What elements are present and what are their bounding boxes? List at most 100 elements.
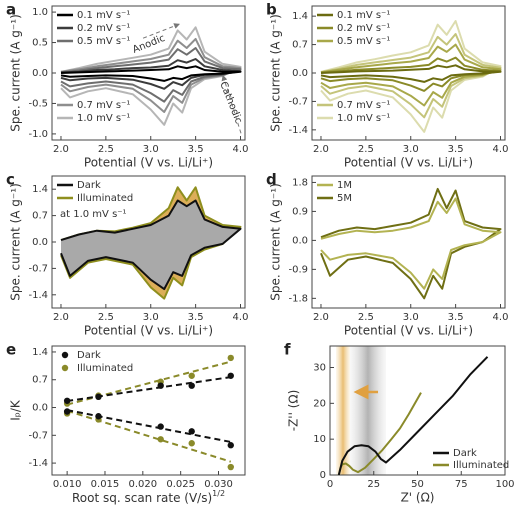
illuminated-band [336,346,350,475]
y-tick-label: 1.4 [32,347,48,358]
series-line [320,33,502,119]
x-tick-label: 3.5 [188,144,204,155]
x-tick-label: 2.0 [313,144,329,155]
x-tick-label: 0.025 [166,479,195,490]
y-tick-label: -0.5 [28,98,48,109]
y-tick-label: -1.4 [28,290,48,301]
x-axis-label: Potential (V vs. Li/Li⁺) [344,156,473,170]
y-tick-label: 1.8 [292,177,308,188]
x-tick-label: 3.5 [448,144,464,155]
panel-letter: d [266,171,277,189]
y-axis-label: Spe. current (A g⁻¹) [269,14,283,132]
x-tick-label: 3.0 [143,144,159,155]
x-tick-label: 0 [327,479,333,490]
series-line [337,392,422,476]
data-point [188,382,195,389]
legend-label: 0.7 mV s⁻¹ [77,100,130,111]
y-tick-label: 0.0 [32,403,48,414]
panel-letter: e [6,341,16,359]
x-tick-label: 4.0 [493,312,509,323]
fit-line [66,376,231,403]
y-tick-label: -1.0 [28,129,48,140]
y-axis-label: Spe. current (A g⁻¹) [269,183,283,301]
legend-label: 1.0 mV s⁻¹ [77,113,130,124]
data-point [188,372,195,379]
x-tick-label: 3.0 [403,312,419,323]
y-tick-label: 0 [320,470,326,481]
legend-label: 0.5 mV s⁻¹ [337,36,390,47]
x-tick-label: 4.0 [493,144,509,155]
legend-label: Illuminated [453,460,509,471]
y-tick-label: -1.4 [28,458,48,469]
legend-marker [61,364,69,372]
x-tick-label: 2.0 [53,312,69,323]
x-tick-label: 0.015 [91,479,120,490]
legend-label: Dark [77,350,101,361]
x-tick-label: 3.0 [143,312,159,323]
x-tick-label: 2.5 [358,312,374,323]
legend-marker [61,351,69,359]
annotation-arrow [221,74,242,134]
series-line [60,26,242,126]
series-line [320,197,502,290]
x-tick-label: 4.0 [233,144,249,155]
x-tick-label: 0.020 [129,479,158,490]
legend-label: 0.1 mV s⁻¹ [337,10,390,21]
x-axis-label: Potential (V vs. Li/Li⁺) [84,324,213,338]
y-axis-label: Spe. current (A g⁻¹) [9,14,23,132]
x-tick-label: 2.5 [98,312,114,323]
series-line [60,47,242,103]
data-point [95,413,102,420]
data-point [188,440,195,447]
data-point [227,442,234,449]
y-tick-label: 30 [313,363,326,374]
annotation: at 1.0 mV s⁻¹ [60,209,127,220]
series-line [60,37,242,113]
data-point [157,423,164,430]
panel-letter: b [266,1,277,19]
legend-label: 1.0 mV s⁻¹ [337,113,390,124]
annotation: Anodic [131,33,167,56]
y-tick-label: 0.9 [292,206,308,217]
legend-label: Illuminated [77,193,133,204]
y-tick-label: 1.4 [292,11,308,22]
x-axis-label-sup: 1/2 [212,489,225,498]
y-tick-label: -0.7 [28,430,48,441]
fit-line [66,360,232,406]
x-axis-label: Potential (V vs. Li/Li⁺) [344,324,473,338]
x-axis-label: Potential (V vs. Li/Li⁺) [84,156,213,170]
data-point [63,397,71,404]
data-point [227,354,234,362]
legend-label: Illuminated [77,363,133,374]
series-line [320,187,502,300]
x-tick-label: 2.0 [53,144,69,155]
series-line [320,43,502,107]
legend-label: 0.7 mV s⁻¹ [337,100,390,111]
x-tick-label: 25 [367,479,380,490]
y-tick-label: 1.4 [32,184,48,195]
y-tick-label: -0.9 [288,264,308,275]
x-tick-label: 3.0 [403,144,419,155]
y-tick-label: 20 [313,398,326,409]
y-tick-label: -0.7 [28,263,48,274]
plot-frame [311,175,506,309]
legend-label: 0.2 mV s⁻¹ [77,23,130,34]
y-tick-label: 10 [313,434,326,445]
x-tick-label: 2.5 [358,144,374,155]
x-tick-label: 100 [495,479,514,490]
plot-frame [51,345,246,476]
legend-label: Dark [453,448,477,459]
y-tick-label: 0.7 [292,40,308,51]
panel-letter: f [284,341,291,359]
series-line [320,20,502,133]
annotation: Cathodic [217,80,244,125]
panel-letter: c [6,171,15,189]
y-axis-label: Spe. current (A g⁻¹) [9,183,23,301]
legend-label: 0.2 mV s⁻¹ [337,23,390,34]
series-line [60,199,242,291]
series-line [337,356,489,476]
y-tick-label: -1.4 [288,125,308,136]
x-tick-label: 2.5 [98,144,114,155]
data-point [227,463,234,471]
